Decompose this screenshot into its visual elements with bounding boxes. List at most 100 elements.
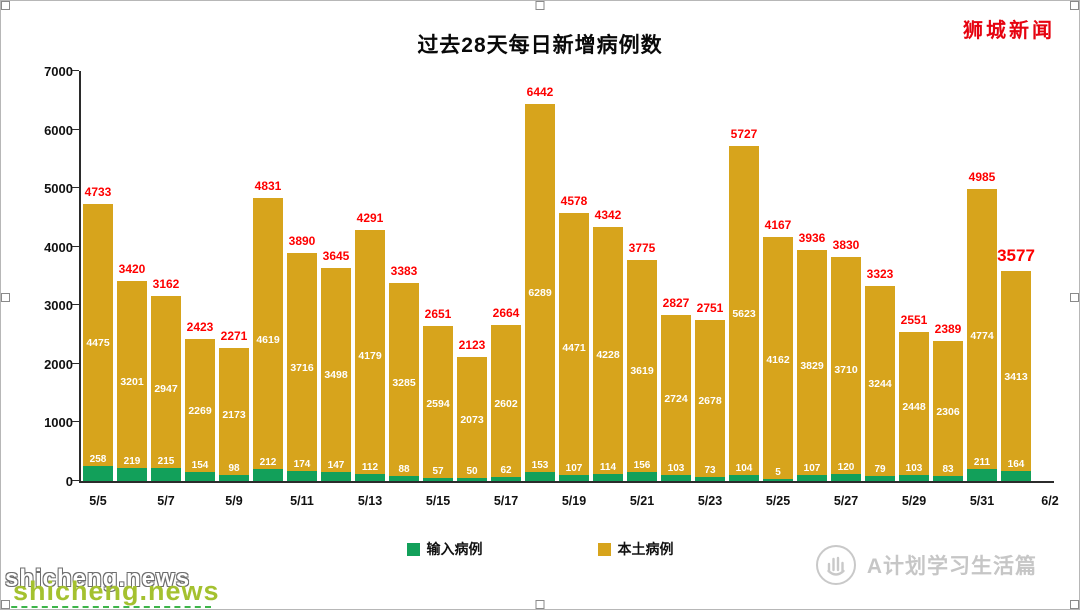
local-segment	[933, 341, 963, 476]
imported-label: 83	[942, 464, 954, 475]
local-segment	[729, 146, 759, 475]
local-label: 4619	[256, 334, 280, 346]
total-label: 2651	[424, 307, 452, 321]
local-segment	[695, 320, 725, 477]
x-tick-label: 5/7	[157, 494, 175, 508]
imported-segment	[423, 478, 453, 481]
y-tick-mark	[72, 421, 79, 423]
local-label: 2724	[664, 393, 688, 405]
imported-segment	[83, 466, 113, 481]
imported-label: 212	[259, 457, 277, 468]
total-label: 4167	[764, 218, 792, 232]
total-label: 2827	[662, 296, 690, 310]
imported-label: 174	[293, 459, 311, 470]
site-brand: 狮城新闻	[963, 20, 1055, 42]
imported-segment	[491, 477, 521, 481]
bar-27: 3577 3413 164	[997, 71, 1035, 481]
y-tick-label: 7000	[44, 64, 73, 79]
local-label: 2678	[698, 395, 722, 407]
bar-12: 2664 2602 62	[489, 71, 523, 481]
bar-20: 4167 4162 5	[761, 71, 795, 481]
bar-19: 5727 5623 104	[727, 71, 761, 481]
imported-label: 211	[973, 457, 991, 468]
imported-segment	[355, 474, 385, 481]
watermark: shicheng.news	[13, 576, 220, 606]
local-segment	[899, 332, 929, 475]
imported-segment	[151, 468, 181, 481]
total-label: 4342	[594, 208, 622, 222]
imported-segment	[389, 476, 419, 481]
imported-segment	[729, 475, 759, 481]
bar-22: 3830 3710 120	[829, 71, 863, 481]
local-segment	[389, 283, 419, 476]
imported-segment	[831, 474, 861, 481]
bar-16: 3775 3619 156	[625, 71, 659, 481]
bar-5: 4831 4619 212	[251, 71, 285, 481]
imported-segment	[593, 474, 623, 481]
selection-handle-top-left[interactable]	[1, 1, 10, 10]
x-tick-label: 5/17	[493, 494, 519, 508]
legend-label-local: 本土病例	[617, 541, 674, 557]
total-label: 4831	[254, 179, 282, 193]
total-label: 6442	[526, 85, 554, 99]
imported-label: 62	[500, 465, 512, 476]
local-segment	[287, 253, 317, 471]
total-label: 2664	[492, 306, 520, 320]
bars: 4733 4475 258 3420 3201 219 3162 2947 215 2423 226…	[81, 71, 1035, 481]
local-segment	[321, 268, 351, 472]
imported-label: 79	[874, 464, 886, 475]
total-label: 2271	[220, 329, 248, 343]
bar-24: 2551 2448 103	[897, 71, 931, 481]
y-tick-label: 5000	[44, 181, 73, 197]
y-tick-mark	[72, 70, 79, 71]
y-tick-mark	[72, 187, 79, 189]
imported-label: 153	[531, 460, 549, 471]
bar-6: 3890 3716 174	[285, 71, 319, 481]
imported-label: 107	[565, 463, 583, 474]
x-tick-label: 6/2	[1041, 494, 1059, 508]
y-tick-label: 3000	[44, 298, 73, 314]
selection-handle-mid-right[interactable]	[1070, 292, 1079, 302]
local-label: 3244	[868, 378, 892, 390]
local-label: 2306	[936, 406, 960, 418]
x-tick-label: 5/29	[901, 494, 927, 508]
local-segment	[117, 281, 147, 468]
local-label: 4228	[596, 349, 620, 361]
selection-handle-mid-left[interactable]	[1, 292, 10, 302]
local-segment	[525, 104, 555, 472]
y-tick-label: 0	[65, 474, 73, 489]
selection-handle-bottom-center[interactable]	[535, 600, 545, 609]
imported-label: 156	[633, 460, 651, 471]
total-label: 3645	[322, 249, 350, 263]
selection-handle-bottom-left[interactable]	[1, 600, 10, 609]
local-segment	[151, 296, 181, 468]
bar-23: 3323 3244 79	[863, 71, 897, 481]
total-label: 3383	[390, 264, 418, 278]
local-label: 3829	[800, 360, 824, 372]
total-label: 3323	[866, 267, 894, 281]
selection-handle-top-center[interactable]	[535, 1, 545, 10]
channel-signature: A计划学习生活篇	[815, 544, 1037, 586]
selection-handle-bottom-right[interactable]	[1070, 600, 1079, 609]
total-label: 2423	[186, 320, 214, 334]
y-tick-label: 6000	[44, 122, 73, 138]
local-label: 3498	[324, 369, 348, 381]
total-label: 3162	[152, 277, 180, 291]
local-label: 5623	[732, 308, 756, 320]
imported-label: 147	[327, 460, 345, 471]
local-segment	[559, 213, 589, 475]
local-label: 2602	[494, 398, 518, 410]
imported-segment	[627, 472, 657, 481]
bar-15: 4342 4228 114	[591, 71, 625, 481]
total-label: 3775	[628, 241, 656, 255]
local-segment	[253, 198, 283, 469]
imported-label: 107	[803, 463, 821, 474]
x-tick-label: 5/23	[697, 494, 723, 508]
bar-7: 3645 3498 147	[319, 71, 353, 481]
x-tick-label: 5/5	[89, 494, 107, 508]
y-tick-mark	[72, 245, 79, 247]
local-label: 3285	[392, 377, 416, 389]
selection-handle-top-right[interactable]	[1070, 1, 1079, 10]
total-label: 2123	[458, 338, 486, 352]
legend-label-imported: 输入病例	[426, 541, 483, 557]
